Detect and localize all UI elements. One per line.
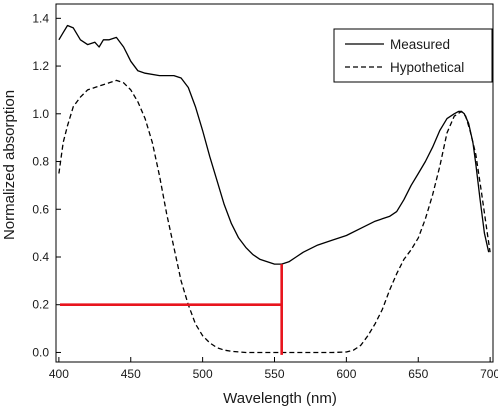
y-tick-label: 0.6: [32, 202, 49, 216]
y-axis-ticks: 0.0 0.2 0.4 0.6 0.8 1.0 1.2 1.4: [32, 11, 61, 359]
y-tick-label: 1.4: [32, 11, 49, 25]
x-tick-label: 400: [49, 367, 69, 381]
y-tick-label: 1.2: [32, 59, 49, 73]
y-tick-label: 0.4: [32, 250, 49, 264]
hypothetical-series-line: [58, 79, 491, 354]
x-tick-label: 450: [121, 367, 141, 381]
y-tick-label: 0.0: [32, 345, 49, 359]
y-axis-title: Normalized absorption: [1, 90, 18, 240]
legend: Measured Hypothetical: [333, 28, 493, 83]
x-tick-label: 500: [193, 367, 213, 381]
measured-series-line: [58, 24, 490, 265]
y-tick-label: 1.0: [32, 107, 49, 121]
series-lines: [58, 24, 491, 354]
y-tick-label: 0.8: [32, 155, 49, 169]
x-tick-label: 600: [336, 367, 356, 381]
x-tick-label: 550: [264, 367, 284, 381]
red-guide-lines: [60, 264, 283, 355]
x-axis-title: Wavelength (nm): [223, 390, 337, 407]
x-tick-label: 650: [408, 367, 428, 381]
y-tick-label: 0.2: [32, 298, 49, 312]
x-tick-label: 700: [480, 367, 498, 381]
legend-hypothetical-label: Hypothetical: [390, 60, 464, 75]
x-axis-ticks: 400 450 500 550 600 650 700: [49, 357, 498, 381]
legend-measured-label: Measured: [390, 37, 450, 52]
legend-box: [333, 28, 493, 83]
